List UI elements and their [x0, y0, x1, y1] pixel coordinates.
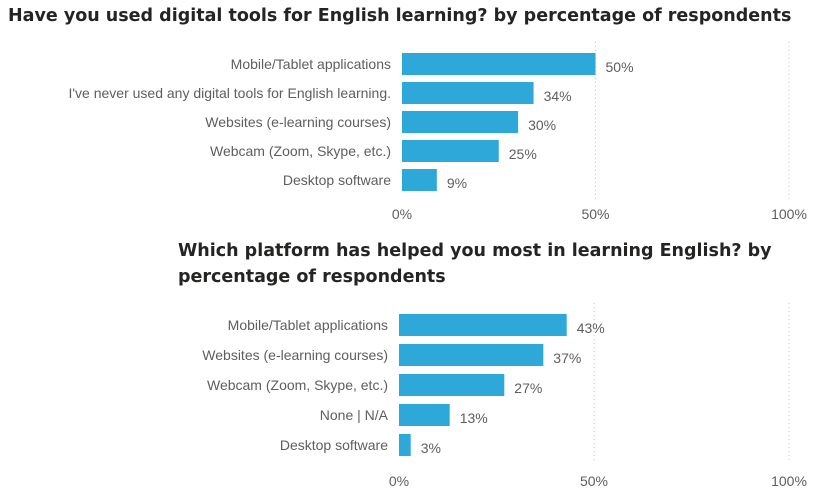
chart-2-category-label-1: Mobile/Tablet applications [228, 317, 388, 333]
chart-1-category-label-4: Webcam (Zoom, Skype, etc.) [210, 143, 391, 159]
chart-2-data-label-4: 13% [460, 410, 488, 426]
chart-1-bar-3 [402, 111, 519, 133]
chart-2-bar-3 [399, 374, 505, 396]
chart-2-title: Which platform has helped you most in le… [178, 238, 772, 290]
chart-2-bar-5 [399, 434, 411, 456]
chart-1-category-label-2: I've never used any digital tools for En… [68, 85, 391, 101]
chart-1-data-label-4: 25% [509, 146, 537, 162]
chart-1-bar-2 [402, 82, 534, 104]
chart-2-category-label-4: None | N/A [320, 407, 389, 423]
chart-2-bar-1 [399, 314, 567, 336]
chart-1-bar-4 [402, 140, 499, 162]
chart-2-data-label-5: 3% [421, 440, 441, 456]
chart-1-category-label-1: Mobile/Tablet applications [231, 56, 391, 72]
chart-2-bar-4 [399, 404, 450, 426]
chart-2-data-label-3: 27% [514, 380, 542, 396]
chart-2-title-line-2: percentage of respondents [178, 267, 446, 287]
chart-1-data-label-5: 9% [447, 175, 467, 191]
chart-1-x-tick-1: 0% [392, 206, 412, 222]
chart-2-data-label-1: 43% [577, 320, 605, 336]
chart-2-title-line-1: Which platform has helped you most in le… [178, 241, 772, 261]
chart-1-x-tick-2: 50% [581, 206, 609, 222]
chart-2-x-tick-2: 50% [580, 473, 608, 489]
chart-1-data-label-3: 30% [528, 117, 556, 133]
chart-1-data-label-2: 34% [544, 88, 572, 104]
chart-2-x-tick-3: 100% [771, 473, 807, 489]
chart-1-category-label-3: Websites (e-learning courses) [205, 114, 391, 130]
chart-2-category-label-5: Desktop software [280, 437, 388, 453]
chart-2-category-label-3: Webcam (Zoom, Skype, etc.) [207, 377, 388, 393]
chart-1-x-tick-3: 100% [771, 206, 807, 222]
chart-1-bar-5 [402, 169, 437, 191]
chart-1-bar-1 [402, 53, 596, 75]
chart-1-title: Have you used digital tools for English … [8, 6, 792, 26]
chart-1-data-label-1: 50% [606, 59, 634, 75]
chart-2-x-tick-1: 0% [389, 473, 409, 489]
chart-2-category-label-2: Websites (e-learning courses) [202, 347, 388, 363]
chart-1-category-label-5: Desktop software [283, 172, 391, 188]
chart-2-bar-2 [399, 344, 544, 366]
chart-2-data-label-2: 37% [553, 350, 581, 366]
